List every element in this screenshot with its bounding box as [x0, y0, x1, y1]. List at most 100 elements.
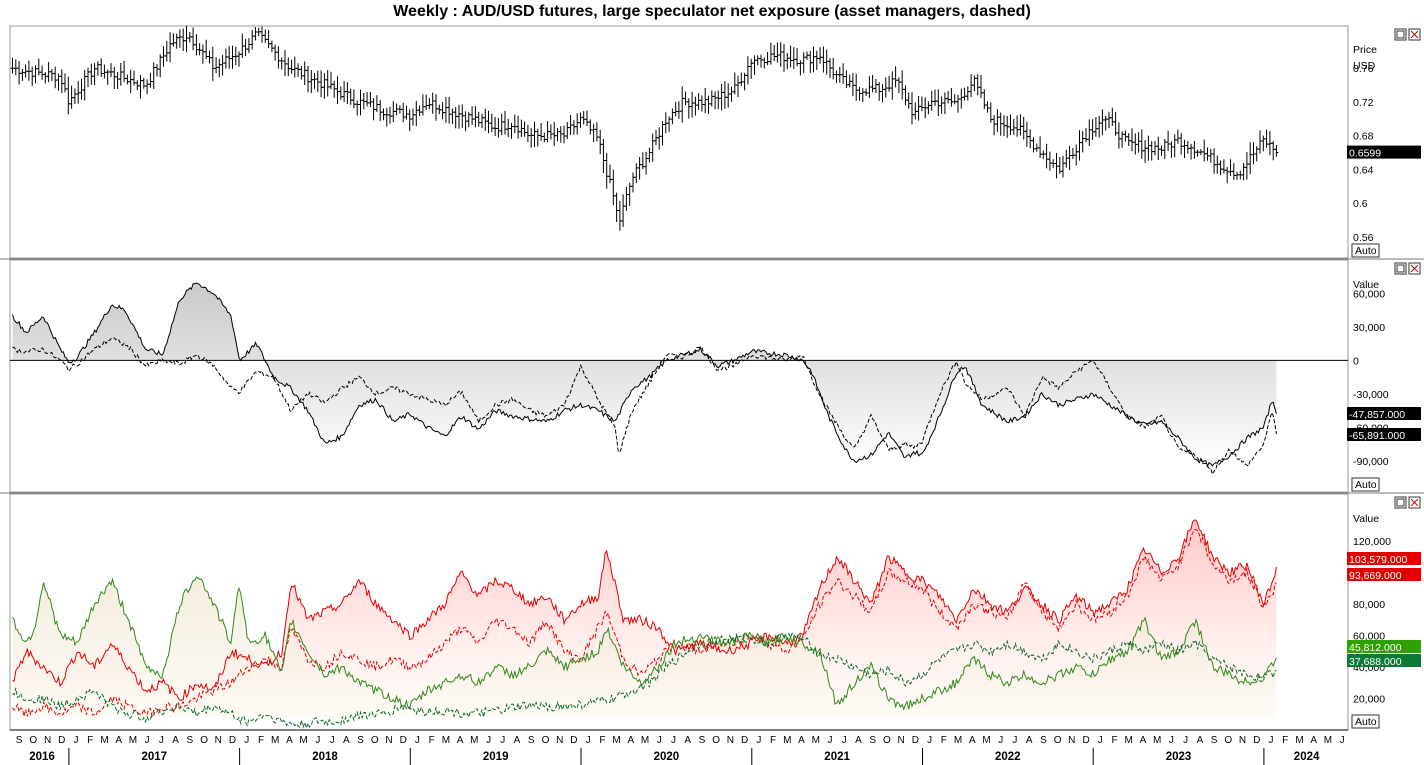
price-bar [539, 123, 544, 141]
price-bar [417, 105, 422, 117]
month-tick-label: M [1324, 735, 1332, 746]
minimize-icon[interactable] [1394, 262, 1407, 275]
position-last-badge: 103,579.000 [1347, 552, 1421, 566]
month-tick-label: J [842, 735, 847, 746]
y-tick-label: -90,000 [1353, 456, 1389, 468]
minimize-icon[interactable] [1394, 496, 1407, 509]
price-bar [634, 163, 639, 184]
price-bar [936, 89, 941, 116]
price-auto-button[interactable]: Auto [1351, 243, 1380, 258]
price-bar [880, 84, 885, 103]
price-bar [174, 33, 179, 49]
price-bar [745, 56, 750, 85]
price-bar [1097, 116, 1102, 138]
price-bar [1208, 148, 1213, 163]
price-bar [529, 128, 534, 148]
price-bar [43, 72, 48, 84]
price-bar [1212, 148, 1217, 174]
positions-auto-button[interactable]: Auto [1351, 714, 1380, 729]
price-bar [992, 115, 997, 136]
price-bar [266, 29, 271, 49]
price-bar [522, 121, 527, 137]
price-bar [749, 58, 754, 79]
price-bar [1205, 147, 1210, 161]
price-bar [197, 43, 202, 56]
price-bar [713, 91, 718, 110]
price-bar [76, 81, 81, 104]
net-last-label: -47,857.000 [1349, 409, 1405, 421]
net-panel-controls[interactable] [1394, 262, 1421, 275]
position-last-badge: 37,688.000 [1347, 654, 1421, 668]
price-bar [785, 53, 790, 70]
price-bar [292, 56, 297, 78]
price-panel-controls[interactable] [1394, 28, 1421, 41]
month-tick-label: M [271, 735, 279, 746]
net-panel-frame [9, 259, 1349, 493]
price-bar [102, 64, 107, 79]
price-bar [565, 122, 570, 139]
price-bar [473, 106, 478, 128]
price-bar [821, 46, 826, 73]
price-bar [1067, 145, 1072, 170]
net-auto-button[interactable]: Auto [1351, 477, 1380, 492]
short-position-area [12, 577, 1277, 718]
month-tick-label: N [1068, 735, 1075, 746]
minimize-icon[interactable] [1394, 28, 1407, 41]
month-tick-label: N [385, 735, 392, 746]
month-tick-label: F [770, 735, 776, 746]
price-bar [243, 38, 248, 57]
price-panel-frame [9, 25, 1349, 259]
price-bar [158, 54, 163, 78]
month-tick-label: N [727, 735, 734, 746]
price-bar [1021, 116, 1026, 140]
price-bar [844, 70, 849, 89]
price-bar [617, 201, 622, 231]
price-bar [778, 42, 783, 67]
positions-panel-controls[interactable] [1394, 496, 1421, 509]
price-bar [1028, 129, 1033, 149]
long-position-area [12, 520, 1277, 718]
price-bar [850, 73, 855, 97]
price-bar [440, 102, 445, 120]
month-tick-label: D [570, 735, 577, 746]
price-bar [151, 62, 156, 89]
price-bar [489, 113, 494, 133]
month-tick-label: J [315, 735, 320, 746]
price-bar [736, 75, 740, 97]
price-bar [765, 52, 770, 66]
price-bar [598, 129, 603, 155]
price-bar [657, 127, 662, 150]
month-tick-label: O [200, 735, 208, 746]
price-bar [223, 48, 228, 69]
price-bar [516, 115, 521, 139]
y-tick-label: 0.72 [1353, 97, 1374, 109]
year-label: 2020 [654, 751, 680, 763]
price-bar [384, 107, 389, 127]
price-bar [1100, 109, 1105, 136]
price-bar [1011, 118, 1016, 135]
month-tick-label: O [1224, 735, 1232, 746]
price-bar [791, 47, 796, 69]
price-bar [1225, 167, 1230, 184]
price-bar [831, 57, 836, 80]
month-tick-label: F [1282, 735, 1288, 746]
price-bar [726, 83, 731, 108]
y-tick-label: 0.68 [1353, 131, 1374, 143]
price-bar [1024, 121, 1029, 147]
price-bar [250, 30, 255, 50]
price-bar [424, 94, 429, 110]
y-tick-label: 60,000 [1353, 289, 1385, 301]
price-bar [92, 62, 97, 86]
price-bar [594, 122, 599, 142]
month-tick-label: J [244, 735, 249, 746]
month-tick-label: S [186, 735, 193, 746]
price-bar [289, 59, 294, 74]
month-tick-label: J [330, 735, 335, 746]
month-tick-label: J [927, 735, 932, 746]
price-bar [693, 96, 698, 116]
price-bar [503, 110, 507, 135]
month-tick-label: J [586, 735, 591, 746]
month-tick-label: A [684, 735, 691, 746]
price-bar [716, 90, 721, 110]
price-bar [276, 46, 281, 69]
